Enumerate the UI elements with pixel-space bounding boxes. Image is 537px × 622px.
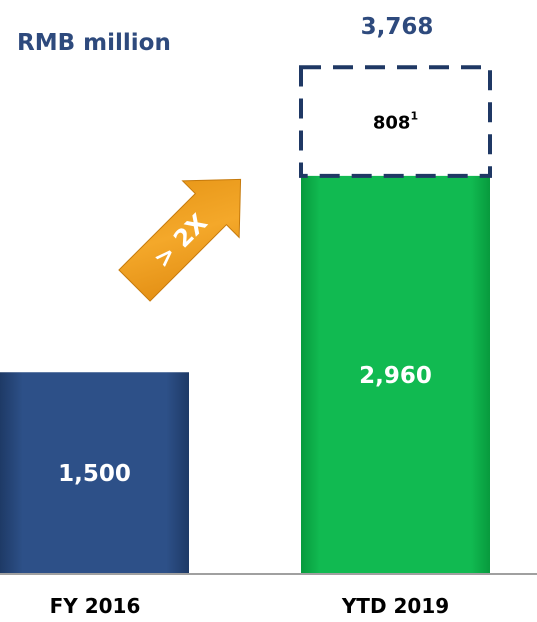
growth-arrow-shape: [118, 178, 242, 302]
category-label-ytd-2019: YTD 2019: [341, 594, 449, 618]
category-label-fy-2016: FY 2016: [50, 594, 141, 618]
growth-arrow: > 2X: [118, 178, 242, 302]
incremental-dashed-segment: [299, 65, 492, 178]
total-label: 3,768: [361, 14, 434, 40]
incremental-value: 808: [373, 113, 411, 134]
data-label-ytd-2019: 2,960: [359, 363, 432, 389]
bar-fy-2016: [0, 372, 189, 574]
unit-label: RMB million: [17, 30, 171, 56]
footnote-marker: 1: [410, 110, 418, 123]
incremental-label: 8081: [373, 110, 418, 134]
bar-ytd-2019: [301, 175, 490, 574]
data-label-fy-2016: 1,500: [58, 461, 131, 487]
